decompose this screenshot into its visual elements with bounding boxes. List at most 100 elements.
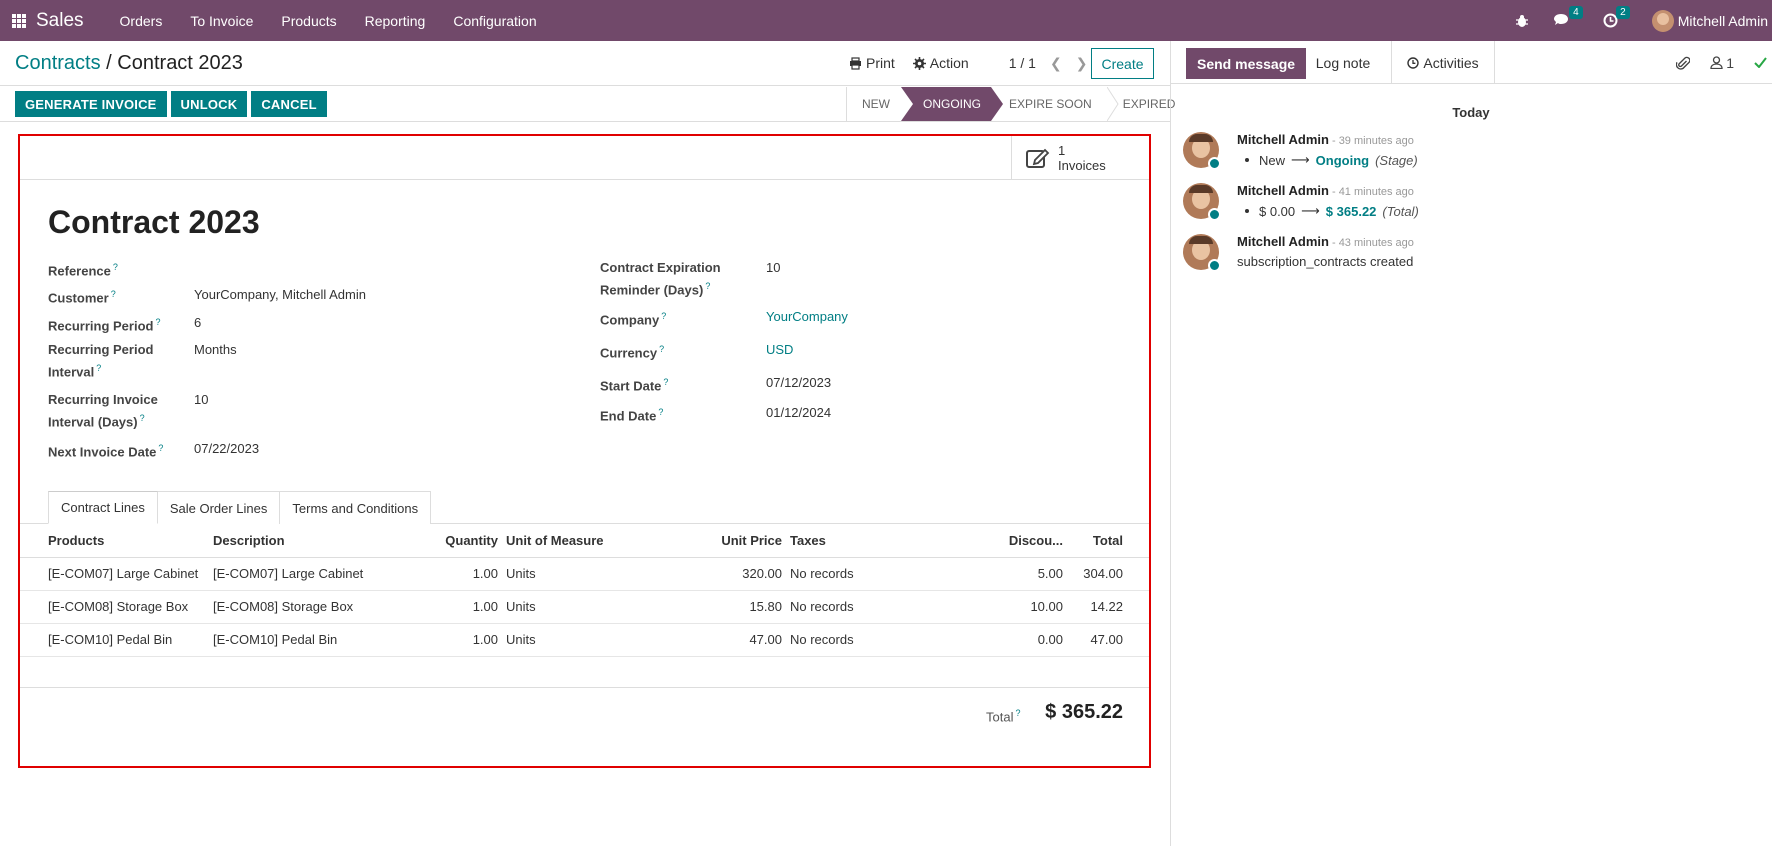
menu-orders[interactable]: Orders: [119, 12, 163, 29]
bullet-icon: [1245, 209, 1249, 213]
cell-unit-price: 15.80: [655, 590, 786, 624]
breadcrumb-separator: /: [106, 52, 112, 74]
control-panel-divider: [0, 85, 1170, 86]
start-date-label: Start Date?: [600, 377, 669, 394]
following-check-icon[interactable]: [1754, 57, 1767, 68]
stage-expire-soon[interactable]: EXPIRE SOON: [1009, 97, 1092, 111]
company-field[interactable]: YourCompany: [766, 309, 848, 324]
table-row[interactable]: [E-COM07] Large Cabinet [E-COM07] Large …: [20, 557, 1149, 591]
action-label: Action: [929, 55, 969, 71]
activities-clock-icon[interactable]: 2: [1603, 6, 1630, 28]
menu-configuration[interactable]: Configuration: [453, 12, 537, 29]
apps-menu-icon[interactable]: [12, 13, 26, 28]
messages-icon[interactable]: 4: [1553, 6, 1583, 28]
help-icon: ?: [1015, 708, 1021, 718]
expiration-reminder-field[interactable]: 10: [766, 260, 781, 275]
stage-expired[interactable]: EXPIRED: [1122, 97, 1176, 111]
message-author[interactable]: Mitchell Admin: [1237, 183, 1329, 198]
help-icon: ?: [155, 317, 161, 327]
generate-invoice-button[interactable]: GENERATE INVOICE: [15, 91, 167, 117]
bullet-icon: [1245, 158, 1249, 162]
table-row[interactable]: [E-COM08] Storage Box [E-COM08] Storage …: [20, 590, 1149, 624]
arrow-right-icon: ⟶: [1291, 152, 1310, 167]
total-divider: [20, 687, 1149, 688]
tab-contract-lines[interactable]: Contract Lines: [48, 491, 158, 524]
help-icon: ?: [96, 363, 102, 373]
activities-button[interactable]: Activities: [1392, 41, 1495, 84]
next-invoice-date-field[interactable]: 07/22/2023: [194, 441, 260, 456]
tab-sale-order-lines[interactable]: Sale Order Lines: [156, 491, 281, 524]
create-button[interactable]: Create: [1091, 48, 1154, 79]
tab-terms-and-conditions[interactable]: Terms and Conditions: [279, 491, 432, 524]
cancel-button[interactable]: CANCEL: [251, 91, 327, 117]
pager-previous-icon[interactable]: ❮: [1049, 54, 1062, 71]
currency-field[interactable]: USD: [766, 342, 794, 357]
customer-field[interactable]: YourCompany, Mitchell Admin: [194, 287, 366, 302]
cell-quantity: 1.00: [384, 557, 502, 591]
cell-taxes: No records: [786, 623, 906, 657]
print-icon: [850, 56, 861, 70]
paperclip-icon[interactable]: [1676, 55, 1691, 71]
debug-bug-icon[interactable]: [1515, 14, 1529, 28]
cell-quantity: 1.00: [384, 623, 502, 657]
record-title[interactable]: Contract 2023: [48, 204, 260, 240]
cell-product: [E-COM10] Pedal Bin: [20, 623, 209, 657]
invoices-count: 1: [1058, 142, 1066, 158]
stage-statusbar: NEW ONGOING EXPIRE SOON EXPIRED: [846, 87, 1187, 121]
cell-product: [E-COM08] Storage Box: [20, 590, 209, 624]
table-row[interactable]: [E-COM10] Pedal Bin [E-COM10] Pedal Bin …: [20, 623, 1149, 657]
recurring-interval-label: Recurring Period Interval?: [48, 342, 154, 380]
pager-value[interactable]: 1 / 1: [1008, 55, 1036, 71]
start-date-field[interactable]: 07/12/2023: [766, 375, 832, 390]
control-panel-actions: Print Action 1 / 1 ❮ ❯: [849, 48, 1101, 78]
invoice-interval-field[interactable]: 10: [194, 392, 209, 407]
action-button[interactable]: Action: [912, 55, 969, 71]
end-date-field[interactable]: 01/12/2024: [766, 405, 832, 420]
message-author[interactable]: Mitchell Admin: [1237, 132, 1329, 147]
author-avatar[interactable]: [1183, 234, 1219, 270]
col-quantity[interactable]: Quantity: [384, 524, 502, 558]
print-button[interactable]: Print: [849, 55, 895, 71]
message-author[interactable]: Mitchell Admin: [1237, 234, 1329, 249]
pencil-square-icon: [1026, 148, 1050, 168]
cell-total: 14.22: [1067, 590, 1149, 624]
activities-badge: 2: [1616, 6, 1630, 19]
col-discount[interactable]: Discou...: [906, 524, 1067, 558]
unlock-button[interactable]: UNLOCK: [170, 91, 248, 117]
header-buttons: GENERATE INVOICE UNLOCK CANCEL: [15, 91, 331, 117]
tracking-new-value: Ongoing: [1315, 152, 1370, 168]
recurring-interval-field[interactable]: Months: [194, 342, 237, 357]
top-navbar: Sales Orders To Invoice Products Reporti…: [0, 0, 1772, 41]
pager-next-icon[interactable]: ❯: [1075, 54, 1088, 71]
col-products[interactable]: Products: [20, 524, 209, 558]
menu-products[interactable]: Products: [281, 12, 337, 29]
cell-uom: Units: [502, 557, 655, 591]
followers-button[interactable]: 1: [1710, 55, 1734, 71]
menu-reporting[interactable]: Reporting: [364, 12, 426, 29]
user-avatar: [1651, 9, 1674, 32]
menu-to-invoice[interactable]: To Invoice: [190, 12, 254, 29]
col-uom[interactable]: Unit of Measure: [502, 524, 655, 558]
cell-discount: 10.00: [906, 590, 1067, 624]
breadcrumb-contracts-link[interactable]: Contracts: [15, 52, 101, 74]
col-taxes[interactable]: Taxes: [786, 524, 906, 558]
col-total[interactable]: Total: [1067, 524, 1149, 558]
arrow-right-icon: ⟶: [1301, 203, 1320, 218]
activities-label: Activities: [1423, 54, 1479, 71]
message-body: subscription_contracts created: [1237, 254, 1414, 269]
stage-new[interactable]: NEW: [846, 87, 905, 121]
app-name[interactable]: Sales: [36, 9, 84, 31]
help-icon: ?: [661, 311, 667, 321]
log-note-button[interactable]: Log note: [1295, 41, 1392, 84]
smart-button-box: 1 Invoices: [20, 136, 1149, 180]
chatter-message: Mitchell Admin - 39 minutes ago New ⟶ Ong…: [1183, 132, 1763, 176]
recurring-period-field[interactable]: 6: [194, 315, 202, 330]
invoices-label: Invoices: [1058, 157, 1106, 173]
invoices-smart-button[interactable]: 1 Invoices: [1011, 136, 1149, 179]
user-menu[interactable]: Mitchell Admin: [1651, 9, 1768, 32]
col-description[interactable]: Description: [209, 524, 384, 558]
send-message-button[interactable]: Send message: [1186, 48, 1307, 79]
col-unit-price[interactable]: Unit Price: [655, 524, 786, 558]
cell-total: 47.00: [1067, 623, 1149, 657]
stage-ongoing[interactable]: ONGOING: [915, 87, 992, 121]
